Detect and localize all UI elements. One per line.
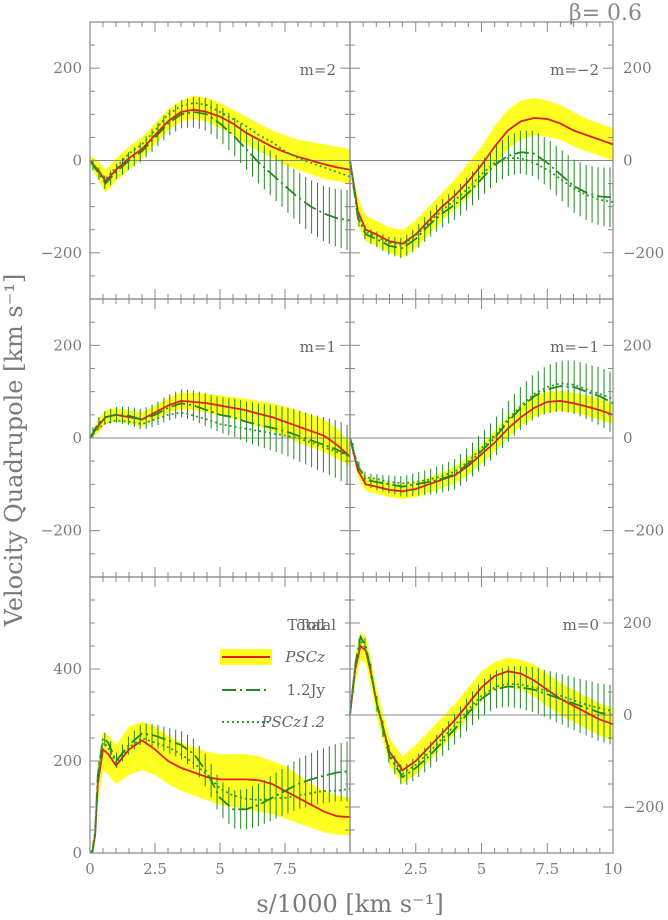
legend: Total PSCz 1.2Jy PSCz1.2 xyxy=(220,616,326,731)
x-tick-label: 10 xyxy=(603,860,622,878)
y-tick-label: 0 xyxy=(623,706,633,724)
series-line-2 xyxy=(89,111,351,222)
psc-band xyxy=(350,632,613,784)
y-tick-label: 0 xyxy=(623,429,633,447)
y-tick-label: 0 xyxy=(72,844,82,862)
psc-band xyxy=(350,390,613,500)
y-tick-label: 200 xyxy=(53,336,82,354)
series-line-1 xyxy=(349,117,614,245)
y-tick-label: −200 xyxy=(623,244,664,262)
x-axis-title: s/1000 [km s⁻¹] xyxy=(256,890,443,918)
y-tick-label: 400 xyxy=(53,660,82,678)
series-line-2 xyxy=(89,402,351,458)
x-tick-label: 2.5 xyxy=(404,860,428,878)
y-axis-title: Velocity Quadrupole [km s⁻¹] xyxy=(0,274,28,628)
x-tick-label: 7.5 xyxy=(273,860,297,878)
panel-label: m=0 xyxy=(563,616,599,634)
panel-m=1: −200 0 200 m=1 xyxy=(41,298,351,578)
panel-label: Total xyxy=(298,616,336,634)
panel-label: m=−2 xyxy=(550,61,599,79)
series-line-1 xyxy=(89,108,351,183)
y-tick-label: 200 xyxy=(53,752,82,770)
y-tick-label: 200 xyxy=(623,614,652,632)
series-line-3 xyxy=(89,736,351,854)
y-tick-label: 200 xyxy=(623,336,652,354)
y-tick-label: 0 xyxy=(623,152,633,170)
y-tick-label: −200 xyxy=(41,522,82,540)
y-tick-label: −200 xyxy=(623,798,664,816)
panel-m=-2: −200 0 200 m=−2 xyxy=(349,21,664,300)
y-tick-label: −200 xyxy=(41,244,82,262)
series-line-3 xyxy=(349,382,614,485)
series-line-3 xyxy=(349,157,614,246)
x-tick-label: 2.5 xyxy=(143,860,167,878)
series-line-2 xyxy=(349,385,614,488)
y-tick-label: 0 xyxy=(72,429,82,447)
x-tick-label: 5 xyxy=(477,860,487,878)
panel-m=-1: −200 0 200 m=−1 xyxy=(349,298,664,578)
panel-label: m=2 xyxy=(300,61,336,79)
panel-m=2: −200 0 200 m=2 xyxy=(41,21,351,300)
series-line-1 xyxy=(89,739,351,854)
series-line-3 xyxy=(89,411,351,458)
series-line-1 xyxy=(349,400,614,493)
psc-band xyxy=(90,392,350,466)
panels-group: −200 0 200 m=2 −200 0 200 m=−2 −200 0 200 m=1 −200 0 2… xyxy=(41,21,664,878)
panel-m=0: −200 0 200 2.5 5 7.5 10 m=0 xyxy=(349,576,664,878)
y-tick-label: 200 xyxy=(623,59,652,77)
legend-label-1: PSCz xyxy=(284,648,325,666)
x-tick-label: 0 xyxy=(85,860,95,878)
panel-total: 0 200 400 0 2.5 5 7.5 Total xyxy=(53,576,351,878)
legend-title: Total xyxy=(287,616,325,634)
x-tick-label: 5 xyxy=(215,860,225,878)
legend-label-2: 1.2Jy xyxy=(287,681,326,699)
panel-label: m=−1 xyxy=(550,338,599,356)
legend-label-3: PSCz1.2 xyxy=(260,713,325,731)
y-tick-label: −200 xyxy=(623,522,664,540)
series-line-2 xyxy=(349,151,614,250)
panel-label: m=1 xyxy=(300,338,336,356)
psc-band xyxy=(90,95,350,193)
x-tick-label: 7.5 xyxy=(535,860,559,878)
psc-band xyxy=(90,721,350,853)
y-tick-label: 200 xyxy=(53,59,82,77)
y-tick-label: 0 xyxy=(72,152,82,170)
